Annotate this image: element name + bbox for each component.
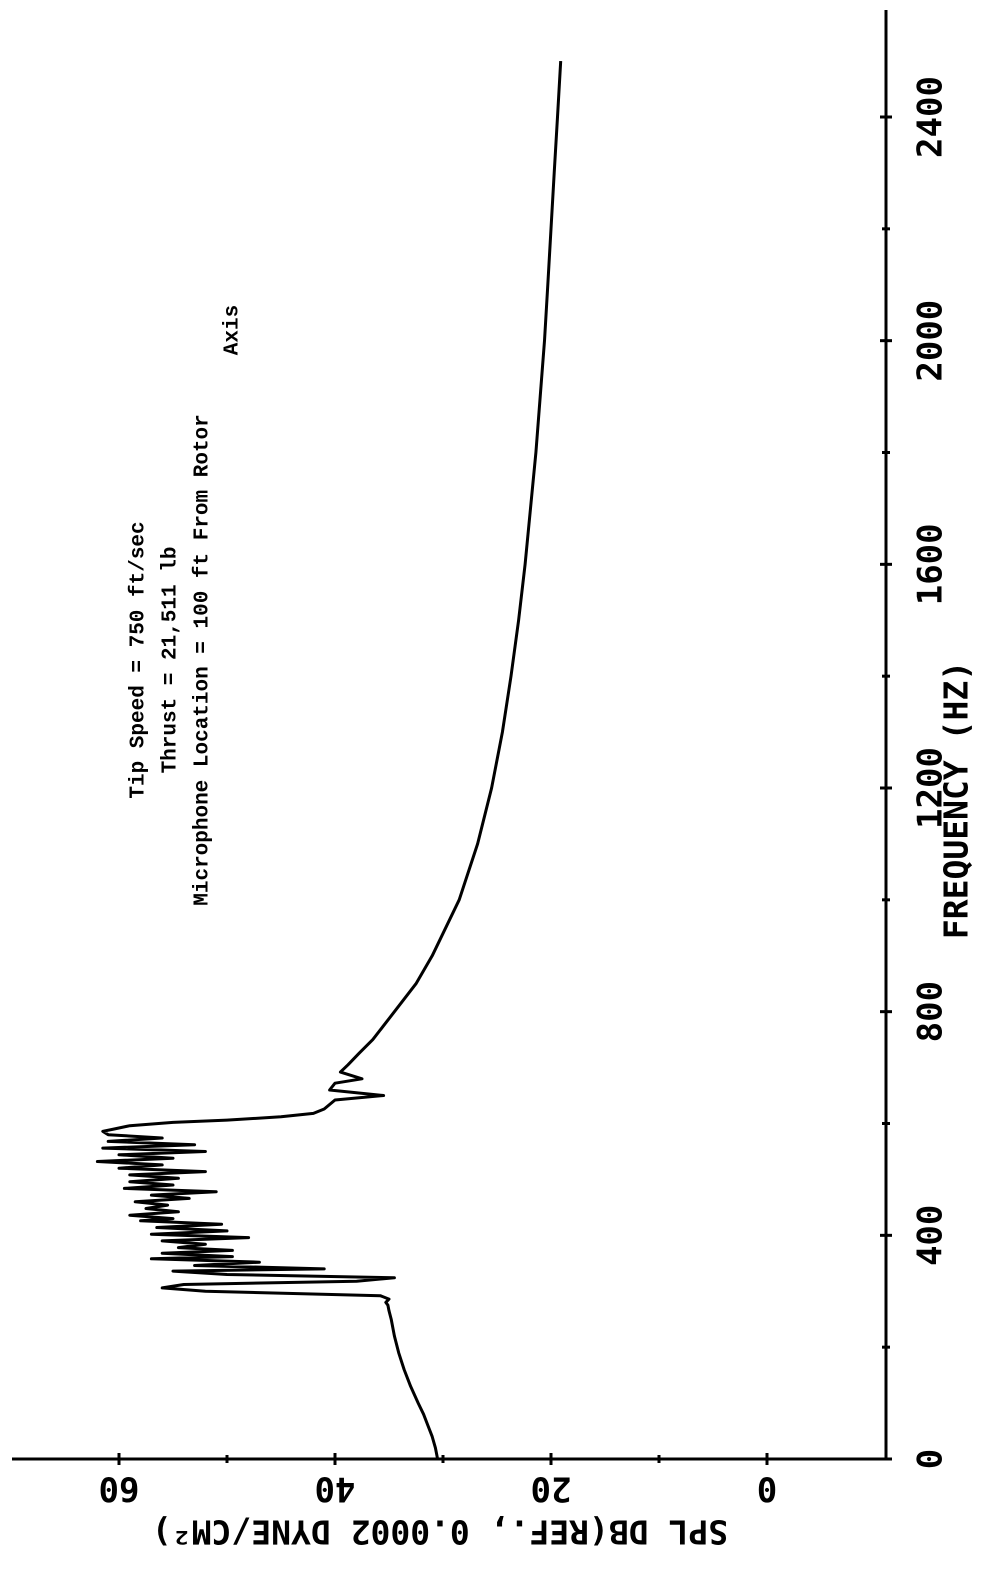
annotation-line: Axis <box>222 305 245 355</box>
y-tick-label: 60 <box>99 1469 140 1509</box>
x-tick-label: 800 <box>911 981 951 1042</box>
y-tick-label: 40 <box>315 1469 356 1509</box>
x-tick-label: 0 <box>911 1449 951 1469</box>
x-tick-label: 1600 <box>911 523 951 605</box>
x-axis-title: FREQUENCY (HZ) <box>937 661 976 939</box>
annotation-line: Tip Speed = 750 ft/sec <box>128 521 151 798</box>
series-group <box>95 61 563 1460</box>
labels-group: 0 400 800 1200 1600 2000 2400 0 20 40 60 FREQUENCY … <box>99 76 976 1551</box>
y-axis-title: SPL DB(REF., 0.0002 DYNE/CM²) <box>152 1513 728 1552</box>
y-tick-label: 0 <box>757 1469 777 1509</box>
x-tick-label: 2400 <box>911 76 951 158</box>
spl-series-line <box>95 61 563 1460</box>
y-tick-label: 20 <box>531 1469 572 1509</box>
annotation-line: Thrust = 21,511 lb <box>160 547 183 774</box>
annotation-group: Tip Speed = 750 ft/sec Thrust = 21,511 lb… <box>128 305 245 906</box>
axes-group <box>12 10 892 1465</box>
x-tick-label: 1200 <box>911 747 951 829</box>
x-tick-label: 400 <box>911 1205 951 1266</box>
x-tick-label: 2000 <box>911 300 951 382</box>
annotation-line: Microphone Location = 100 ft From Rotor <box>192 414 215 905</box>
